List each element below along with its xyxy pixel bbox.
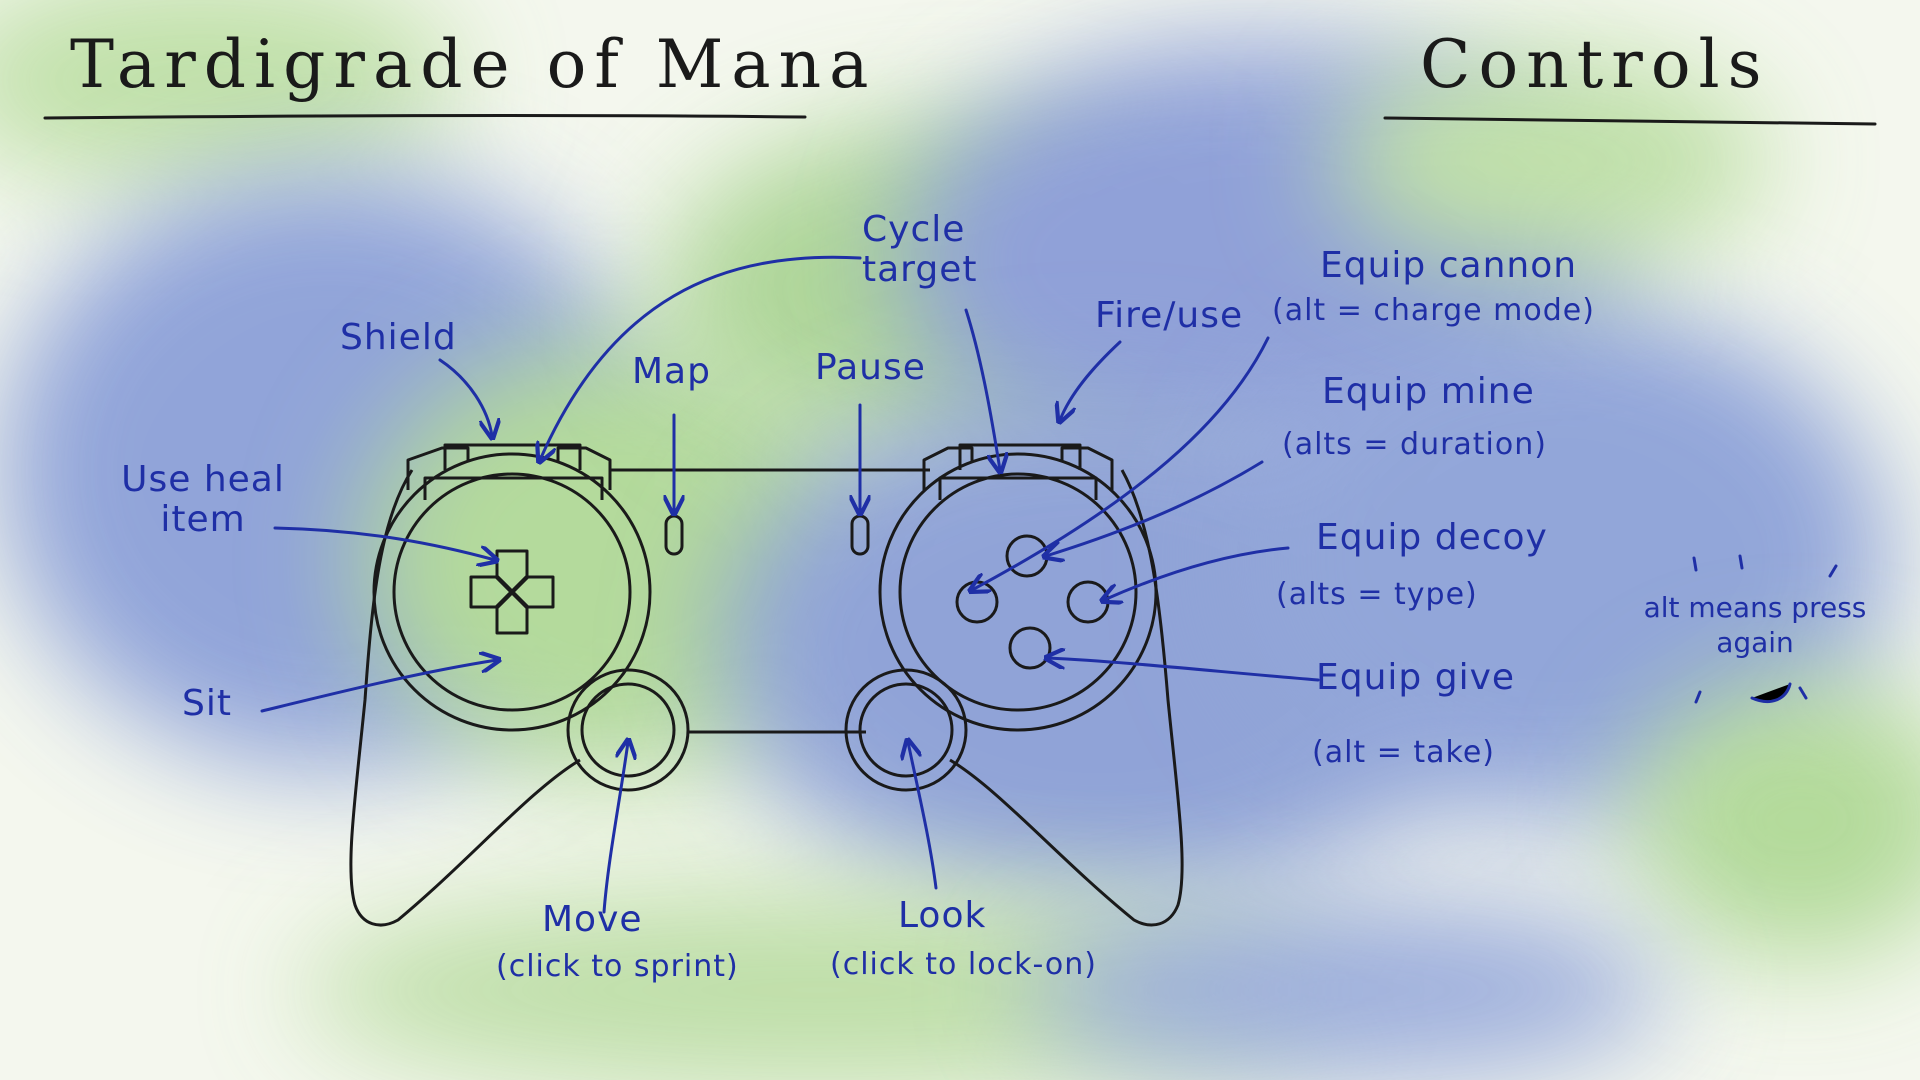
right-stick-icon — [844, 668, 968, 792]
label-equip-mine: Equip mine — [1322, 371, 1535, 412]
label-equip-cannon: Equip cannon — [1320, 245, 1578, 286]
left-stick-icon — [566, 668, 690, 792]
label-equip-give-sub: (alt = take) — [1312, 735, 1496, 770]
label-map: Map — [632, 351, 711, 392]
annotation-arrows — [260, 255, 1320, 914]
controls-heading: Controls — [1420, 26, 1770, 103]
label-equip-decoy-sub: (alts = type) — [1276, 577, 1478, 612]
label-use-heal-item: Use heal item — [121, 459, 285, 541]
gamepad-drawing — [349, 443, 1184, 927]
label-move: Move — [542, 899, 643, 940]
title-underlines — [43, 113, 1877, 126]
note-sparkles — [1692, 554, 1838, 704]
label-equip-cannon-sub: (alt = charge mode) — [1272, 293, 1595, 328]
game-title: Tardigrade of Mana — [70, 26, 877, 103]
alt-note: alt means press again — [1643, 591, 1867, 659]
label-equip-mine-sub: (alts = duration) — [1282, 427, 1547, 462]
label-move-sub: (click to sprint) — [496, 949, 739, 984]
label-equip-give: Equip give — [1316, 657, 1516, 698]
label-shield: Shield — [340, 317, 457, 358]
label-fire-use: Fire/use — [1095, 295, 1244, 336]
label-equip-decoy: Equip decoy — [1316, 517, 1548, 558]
label-look-sub: (click to lock-on) — [830, 947, 1097, 982]
label-look: Look — [898, 895, 987, 936]
dpad-icon — [469, 549, 555, 635]
label-cycle-target: Cycle target — [862, 209, 978, 291]
label-pause: Pause — [815, 347, 926, 388]
label-sit: Sit — [182, 683, 232, 724]
